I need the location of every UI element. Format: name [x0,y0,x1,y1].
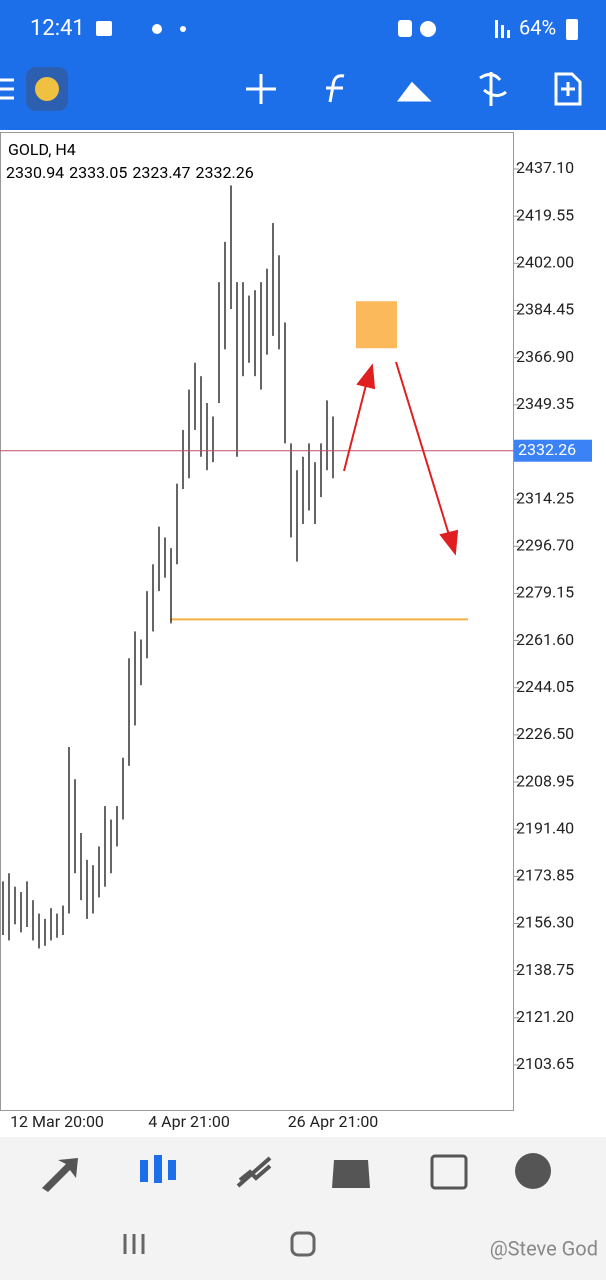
ohlc-value: 2323.47 [132,163,190,182]
plot: 2330.94 2333.05 2323.47 2332.26 2437.10 2419.… [0,158,592,1131]
messages-tab[interactable] [515,1153,551,1189]
y-tick-label: 2103.65 [516,1054,574,1073]
news-tab[interactable] [430,1154,468,1190]
y-tick-label: 2296.70 [516,535,574,554]
ohlc-value: 2330.94 [6,163,64,182]
x-tick-label: 26 Apr 21:00 [288,1112,379,1131]
y-tick-label: 2366.90 [516,347,574,366]
header-bg [0,0,606,130]
crosshair-button[interactable] [246,74,276,104]
toolbar [0,67,582,111]
rectangle-object [356,301,397,349]
y-tick-label: 2208.95 [516,771,574,790]
history-tab[interactable] [332,1160,370,1188]
ohlc-value: 2333.05 [69,163,127,182]
trade-button[interactable] [479,72,507,106]
x-tick-label: 12 Mar 20:00 [10,1112,104,1131]
clock: 12:41 [30,16,85,41]
bottom-nav [42,1153,551,1192]
chart-tab[interactable] [140,1155,176,1183]
new-order-button[interactable] [554,72,582,106]
y-tick-label: 2402.00 [516,253,574,272]
y-tick-label: 2261.60 [516,630,574,649]
status-icons [96,19,578,40]
x-tick-label: 4 Apr 21:00 [148,1112,230,1131]
y-tick-label: 2226.50 [516,724,574,743]
y-tick-label: 2138.75 [516,960,574,979]
system-nav [123,1231,316,1257]
quotes-tab[interactable] [42,1158,78,1192]
arrows [343,361,459,556]
symbol: GOLD, H4 [8,140,76,159]
y-tick-label: 2419.55 [516,205,574,224]
objects-button[interactable] [397,81,432,102]
battery: 64% [519,15,556,39]
y-tick-label: 2121.20 [516,1007,574,1026]
watermark: @Steve God [490,1236,598,1260]
y-tick-label: 2156.30 [516,913,574,932]
current-price-box [514,439,592,462]
chart-frame [0,132,514,1111]
current-price-label: 2332.26 [518,440,576,459]
y-tick-label: 2191.40 [516,818,574,837]
trade-tab[interactable] [236,1156,272,1188]
indicators-button[interactable] [326,74,345,103]
y-tick-label: 2244.05 [516,677,574,696]
y-tick-label: 2279.15 [516,583,574,602]
ohlc-value: 2332.26 [196,163,254,182]
y-tick-label: 2384.45 [516,300,574,319]
y-tick-label: 2437.10 [516,158,574,177]
y-tick-label: 2349.35 [516,394,574,413]
y-tick-label: 2314.25 [516,488,574,507]
y-tick-label: 2173.85 [516,866,574,885]
